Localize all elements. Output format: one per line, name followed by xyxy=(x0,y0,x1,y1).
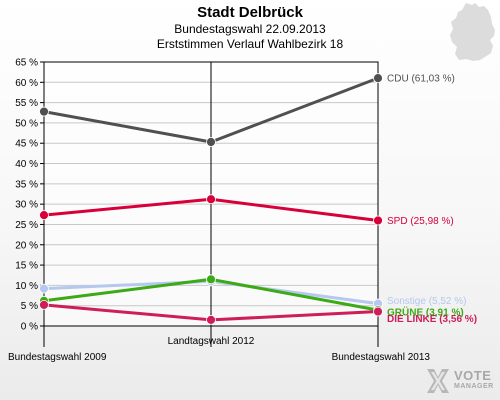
y-tick-label: 65 % xyxy=(15,58,38,69)
x-tick-label: Landtagswahl 2012 xyxy=(168,336,255,347)
y-tick-label: 35 % xyxy=(15,179,38,190)
series-end-label: Sonstige (5,52 %) xyxy=(387,296,467,307)
y-tick-label: 40 % xyxy=(15,159,38,170)
x-tick-label: Bundestagswahl 2013 xyxy=(332,352,431,363)
y-tick-label: 5 % xyxy=(21,301,38,312)
y-tick-label: 45 % xyxy=(15,139,38,150)
logo-text-manager: MANAGER xyxy=(454,383,494,390)
logo-text-vote: VOTE xyxy=(454,368,492,383)
data-point xyxy=(206,274,216,285)
y-tick-label: 25 % xyxy=(15,220,38,231)
data-point xyxy=(373,306,383,317)
series-end-label: GRÜNE (3,91 %) xyxy=(387,306,464,319)
data-point xyxy=(39,283,49,294)
chart-header: Stadt Delbrück Bundestagswahl 22.09.2013… xyxy=(0,3,500,52)
series-end-label: DIE LINKE (3,56 %) xyxy=(387,314,477,325)
chart-title: Stadt Delbrück xyxy=(197,4,303,21)
series-end-label: SPD (25,98 %) xyxy=(387,216,454,227)
y-tick-label: 15 % xyxy=(15,261,38,272)
data-point xyxy=(39,106,49,117)
chart-subtitle-district: Erststimmen Verlauf Wahlbezirk 18 xyxy=(156,37,344,51)
data-point xyxy=(206,315,216,325)
data-point xyxy=(39,210,49,221)
data-point xyxy=(373,215,383,226)
vote-manager-x-icon xyxy=(427,369,449,393)
y-tick-label: 60 % xyxy=(15,78,38,89)
y-tick-label: 10 % xyxy=(15,281,38,292)
data-point xyxy=(39,299,49,310)
plot-border xyxy=(43,61,379,327)
y-tick-label: 20 % xyxy=(15,240,38,251)
chart-subtitle-election: Bundestagswahl 22.09.2013 xyxy=(174,22,326,36)
data-point xyxy=(373,73,383,84)
y-tick-label: 55 % xyxy=(15,98,38,109)
germany-map-icon xyxy=(450,3,495,61)
y-tick-label: 0 % xyxy=(21,322,38,333)
data-point xyxy=(206,194,216,205)
vote-manager-logo: VOTE MANAGER xyxy=(424,366,500,398)
y-tick-label: 50 % xyxy=(15,118,38,129)
y-tick-label: 30 % xyxy=(15,200,38,211)
series-end-label: CDU (61,03 %) xyxy=(387,74,455,85)
x-tick-label: Bundestagswahl 2009 xyxy=(8,352,107,363)
data-point xyxy=(206,137,216,147)
